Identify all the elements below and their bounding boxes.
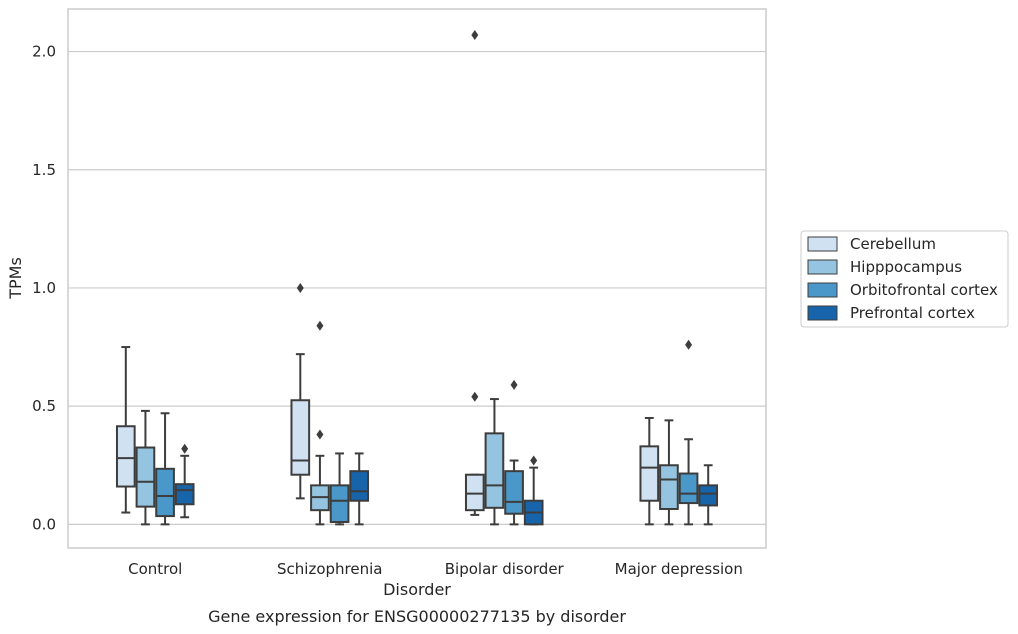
box-prefrontal-cortex [174, 443, 195, 519]
x-axis-label: Disorder [383, 580, 451, 599]
box-orbitofrontal-cortex [678, 339, 699, 526]
box-body [659, 464, 679, 510]
box-group-bipolar-disorder [464, 30, 544, 526]
outlier-point [316, 320, 324, 331]
chart-caption: Gene expression for ENSG00000277135 by d… [208, 607, 626, 626]
outlier-point [510, 379, 518, 390]
legend-items: Cerebellum Hipppocampus Orbitofrontal cort… [807, 235, 998, 322]
box-cerebellum [464, 30, 485, 516]
box-hipppocampus [484, 398, 505, 526]
legend-label: Orbitofrontal cortex [850, 281, 998, 299]
box-body [174, 483, 195, 506]
legend-swatch [807, 282, 838, 298]
box-body [349, 470, 370, 502]
box-group-major-depression [639, 339, 719, 526]
box-body [290, 399, 311, 476]
y-tick-label: 2.0 [32, 43, 56, 61]
x-tick-labels: Control Schizophrenia Bipolar disorder Majo… [128, 560, 743, 578]
box-body [329, 484, 350, 523]
box-prefrontal-cortex [523, 455, 544, 526]
outlier-point [296, 282, 304, 293]
box-group-schizophrenia [290, 282, 370, 526]
box-body [135, 446, 156, 508]
box-body [504, 470, 524, 515]
y-tick-label: 1.5 [32, 161, 56, 179]
grid-lines [68, 50, 766, 525]
box-orbitofrontal-cortex [329, 452, 350, 526]
y-tick-label: 0.0 [32, 515, 56, 533]
legend-swatch [807, 259, 838, 275]
box-body [678, 472, 699, 505]
y-tick-labels: 0.0 0.5 1.0 1.5 2.0 [32, 43, 56, 534]
legend-label: Prefrontal cortex [850, 304, 975, 322]
legend: Cerebellum Hipppocampus Orbitofrontal cort… [800, 230, 1009, 328]
box-body [698, 484, 719, 507]
box-hipppocampus [135, 409, 156, 526]
legend-swatch [807, 305, 838, 321]
legend-frame [800, 230, 1009, 328]
x-tick-label: Schizophrenia [277, 560, 382, 578]
box-cerebellum [290, 282, 311, 500]
y-axis-label: TPMs [6, 257, 25, 300]
outlier-point [181, 443, 189, 454]
box-body [464, 473, 485, 512]
box-hipppocampus [659, 419, 679, 526]
plot-area-frame [67, 8, 767, 549]
box-orbitofrontal-cortex [155, 412, 175, 526]
x-tick-label: Control [128, 560, 182, 578]
box-orbitofrontal-cortex [504, 379, 524, 526]
outlier-point [471, 30, 479, 41]
box-hipppocampus [310, 320, 330, 526]
outlier-point [685, 339, 693, 350]
box-group-control [115, 346, 195, 526]
box-body [115, 425, 136, 488]
box-prefrontal-cortex [698, 464, 719, 526]
box-cerebellum [115, 346, 136, 514]
box-body [639, 445, 660, 502]
outlier-point [471, 391, 479, 402]
legend-label: Hipppocampus [850, 258, 962, 276]
x-tick-label: Bipolar disorder [445, 560, 565, 578]
outlier-point [530, 455, 538, 466]
y-tick-label: 1.0 [32, 279, 56, 297]
box-body [155, 467, 175, 518]
x-tick-label: Major depression [615, 560, 743, 578]
box-groups [115, 30, 719, 526]
box-body [484, 432, 505, 509]
box-cerebellum [639, 416, 660, 526]
box-prefrontal-cortex [349, 452, 370, 526]
y-tick-label: 0.5 [32, 397, 56, 415]
legend-label: Cerebellum [850, 235, 936, 253]
outlier-point [316, 429, 324, 440]
legend-swatch [807, 236, 838, 252]
